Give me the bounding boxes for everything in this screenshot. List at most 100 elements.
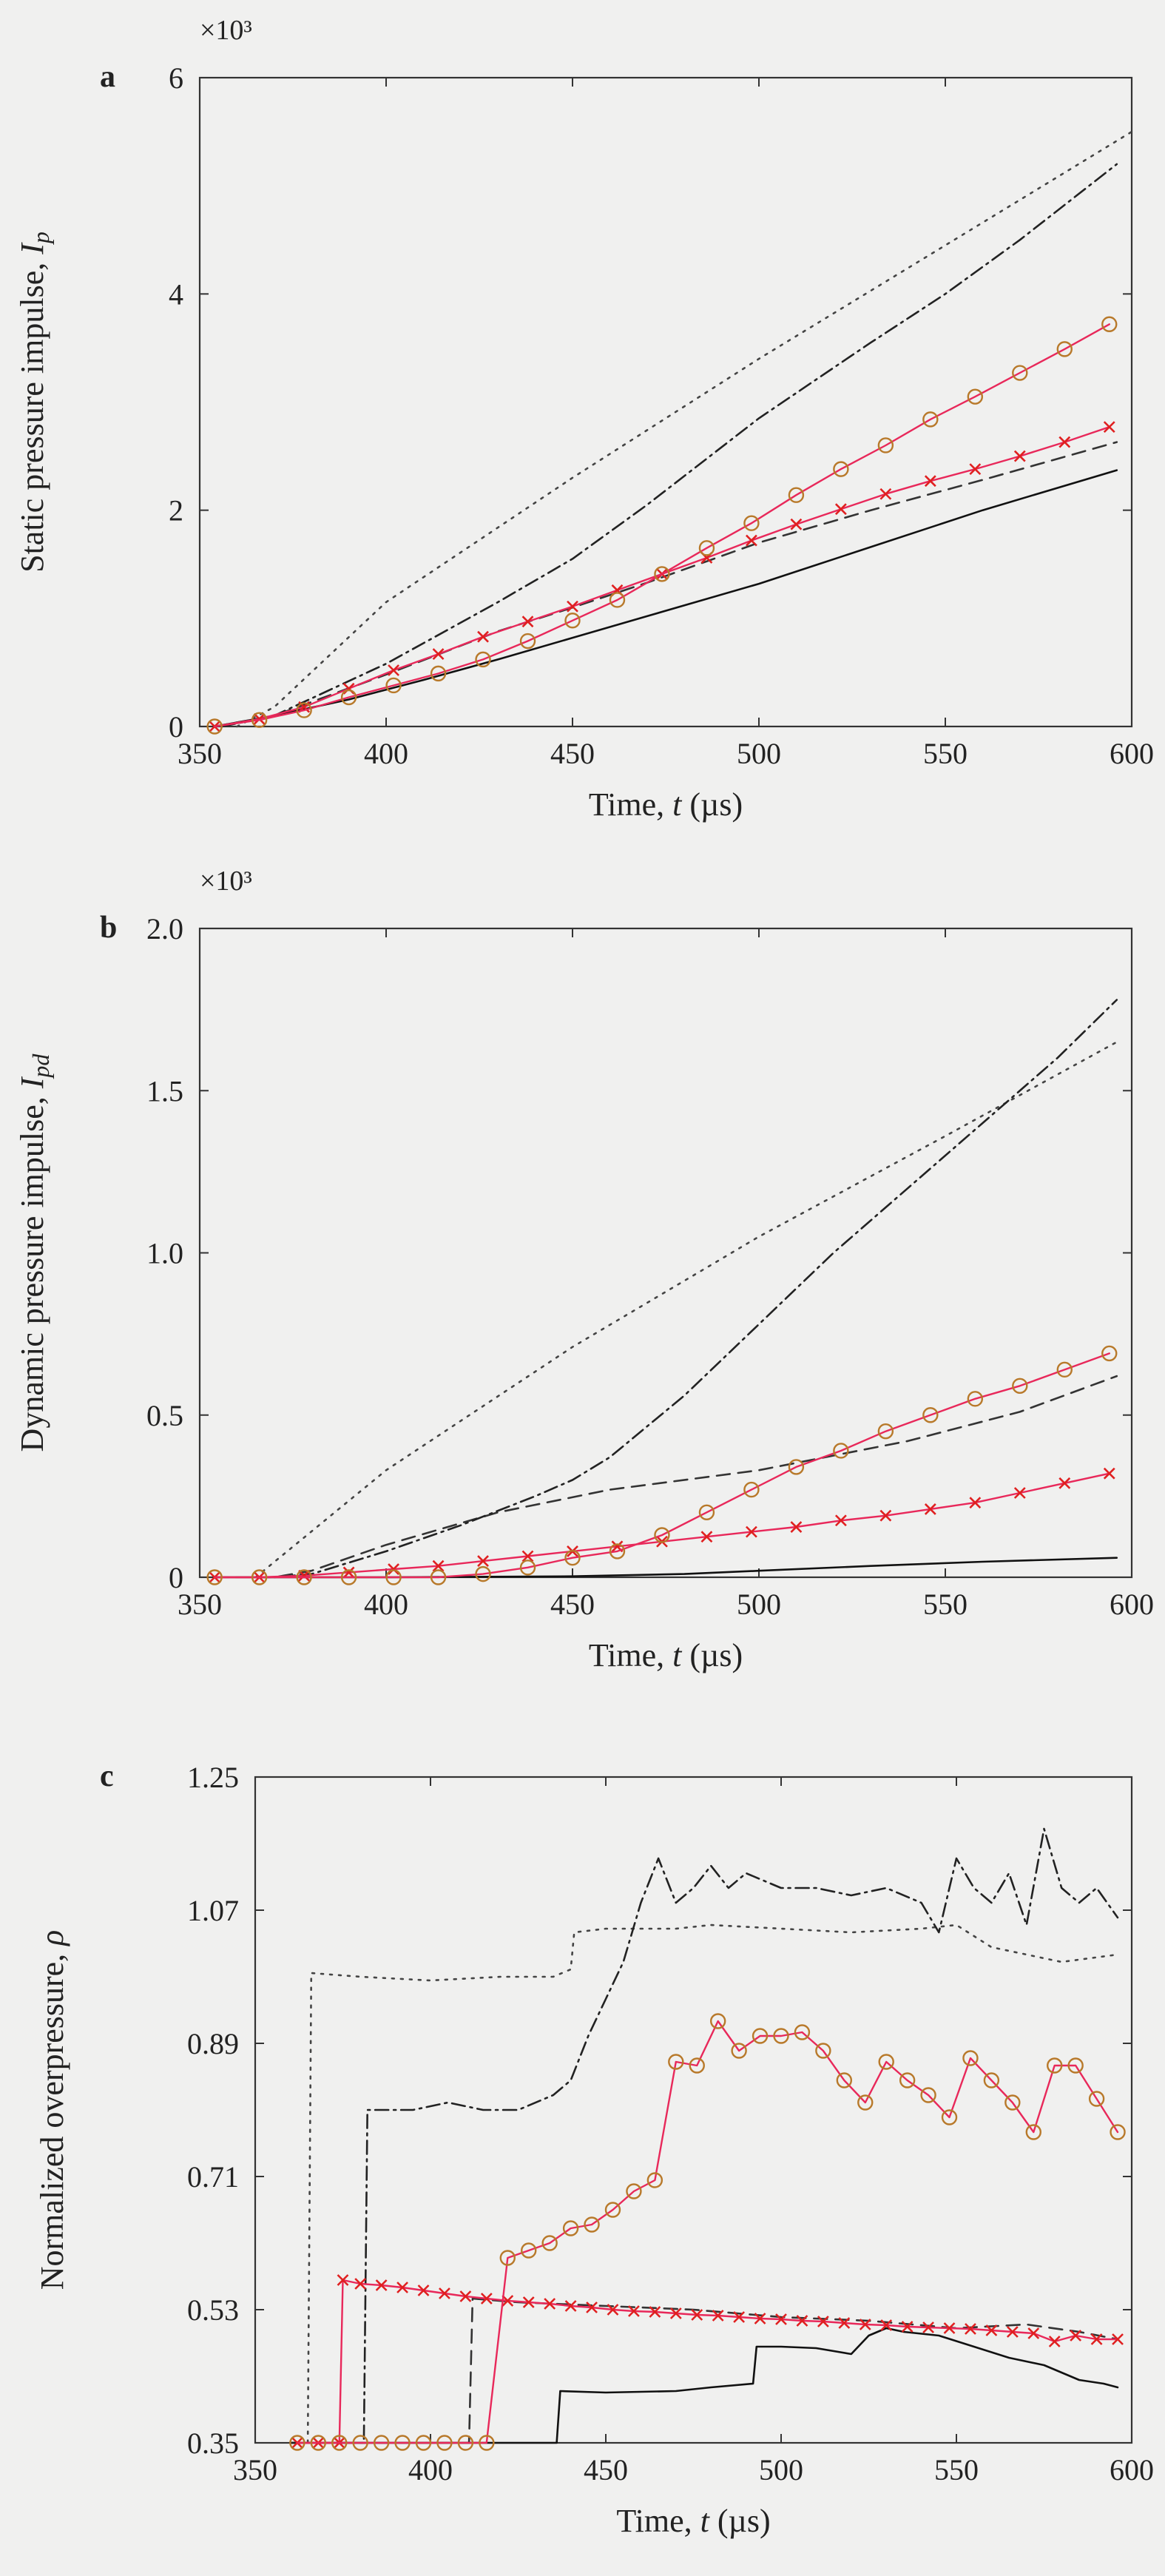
panel-label: a (100, 60, 115, 94)
panel-label: c (100, 1759, 114, 1793)
data-point-circle (1088, 2091, 1105, 2107)
data-point-circle (562, 2220, 579, 2236)
data-point-circle (541, 2235, 558, 2251)
data-point-cross (1090, 2333, 1103, 2345)
data-point-cross (969, 1497, 982, 1509)
data-point-circle (922, 411, 939, 428)
y-tick-label: 0.35 (187, 2427, 239, 2460)
data-point-cross (649, 2306, 661, 2318)
x-tick-label: 450 (550, 737, 595, 770)
y-tick-label: 1.25 (187, 1761, 239, 1794)
data-point-circle (340, 689, 357, 706)
data-point-cross (754, 2313, 766, 2324)
data-point-circle (1110, 2124, 1126, 2140)
series-dashdot (220, 163, 1118, 728)
data-point-cross (1112, 2333, 1124, 2345)
data-point-cross (1048, 2336, 1061, 2347)
data-point-cross (691, 2309, 703, 2321)
x-tick-label: 400 (408, 2453, 453, 2486)
series-dotted (289, 1923, 1119, 2444)
data-point-circle (788, 487, 805, 503)
data-point-cross (669, 2307, 682, 2319)
plot-frame (254, 1776, 1133, 2444)
series-line (214, 323, 1111, 728)
data-point-cross (521, 1550, 534, 1562)
data-point-circle (983, 2072, 1000, 2088)
series-dashdot (289, 1827, 1119, 2444)
x-tick-label: 500 (737, 1588, 781, 1621)
series-solid-o (206, 1345, 1118, 1585)
data-point-cross (790, 1521, 803, 1533)
data-point-cross (879, 1509, 892, 1522)
data-point-circle (877, 437, 894, 454)
series-line (296, 2279, 1119, 2444)
x-tick-label: 350 (178, 737, 222, 770)
series-solid-o (289, 2013, 1126, 2451)
series-line (289, 1827, 1119, 2444)
data-point-circle (475, 1565, 491, 1582)
data-point-circle (340, 1569, 357, 1585)
data-point-cross (388, 664, 399, 676)
series-line (254, 1041, 1118, 1579)
data-point-cross (834, 1514, 847, 1527)
data-point-cross (943, 2322, 956, 2334)
data-point-circle (967, 1391, 984, 1407)
data-point-circle (698, 1504, 715, 1521)
data-point-circle (331, 2435, 348, 2451)
data-point-cross (880, 2319, 893, 2331)
data-point-circle (1101, 1345, 1118, 1362)
data-point-circle (251, 712, 268, 728)
data-point-circle (654, 566, 670, 582)
data-point-cross (522, 2296, 535, 2308)
series-line (236, 130, 1132, 728)
data-point-circle (519, 1560, 536, 1576)
series-solid-o (206, 316, 1118, 735)
data-point-circle (206, 718, 223, 735)
data-point-cross (712, 2310, 724, 2322)
data-point-circle (815, 2043, 831, 2059)
data-point-circle (1067, 2057, 1084, 2074)
data-point-cross (859, 2319, 871, 2330)
data-point-cross (924, 1503, 936, 1515)
data-point-circle (609, 592, 626, 608)
data-point-cross (1058, 436, 1071, 448)
data-point-circle (499, 2250, 516, 2266)
x-axis-label: Time, t (µs) (616, 2503, 770, 2539)
data-point-cross (733, 2311, 746, 2323)
plot-frame (198, 76, 1133, 728)
x-tick-label: 400 (364, 1588, 408, 1621)
panel-c: 350 400 450 500 550 600 0.35 0.53 0.71 0.89 1.07 1.… (34, 1759, 1154, 2539)
data-point-circle (479, 2435, 495, 2451)
data-point-circle (709, 2013, 726, 2029)
x-tick-label: 400 (364, 737, 408, 770)
x-tick-label: 600 (1110, 1588, 1154, 1621)
data-point-cross (879, 488, 892, 500)
data-point-cross (521, 616, 534, 628)
series-dashdot (273, 999, 1118, 1579)
series-dashed (213, 441, 1118, 728)
data-point-cross (477, 1555, 489, 1567)
data-point-circle (922, 1407, 939, 1423)
data-point-cross (924, 475, 936, 488)
data-point-circle (296, 1569, 312, 1585)
y-tick-label: 1.07 (187, 1894, 239, 1927)
data-point-circle (833, 1443, 849, 1459)
data-point-circle (521, 2242, 537, 2259)
data-point-circle (1012, 1378, 1028, 1394)
data-point-cross (432, 648, 445, 660)
series-line (289, 2297, 1119, 2444)
y-tick-label: 0.71 (187, 2160, 239, 2194)
data-point-circle (385, 1569, 402, 1585)
series-dotted (236, 130, 1132, 728)
data-point-circle (646, 2172, 663, 2188)
x-tick-label: 450 (584, 2453, 628, 2486)
axis-multiplier: ×10³ (200, 15, 252, 46)
data-point-circle (857, 2094, 874, 2111)
data-point-circle (698, 540, 715, 556)
data-point-cross (965, 2323, 976, 2335)
data-point-circle (430, 1569, 447, 1585)
series-line (273, 999, 1118, 1579)
data-point-circle (773, 2028, 789, 2044)
y-axis-label: Static pressure impulse, Ip (14, 232, 54, 573)
